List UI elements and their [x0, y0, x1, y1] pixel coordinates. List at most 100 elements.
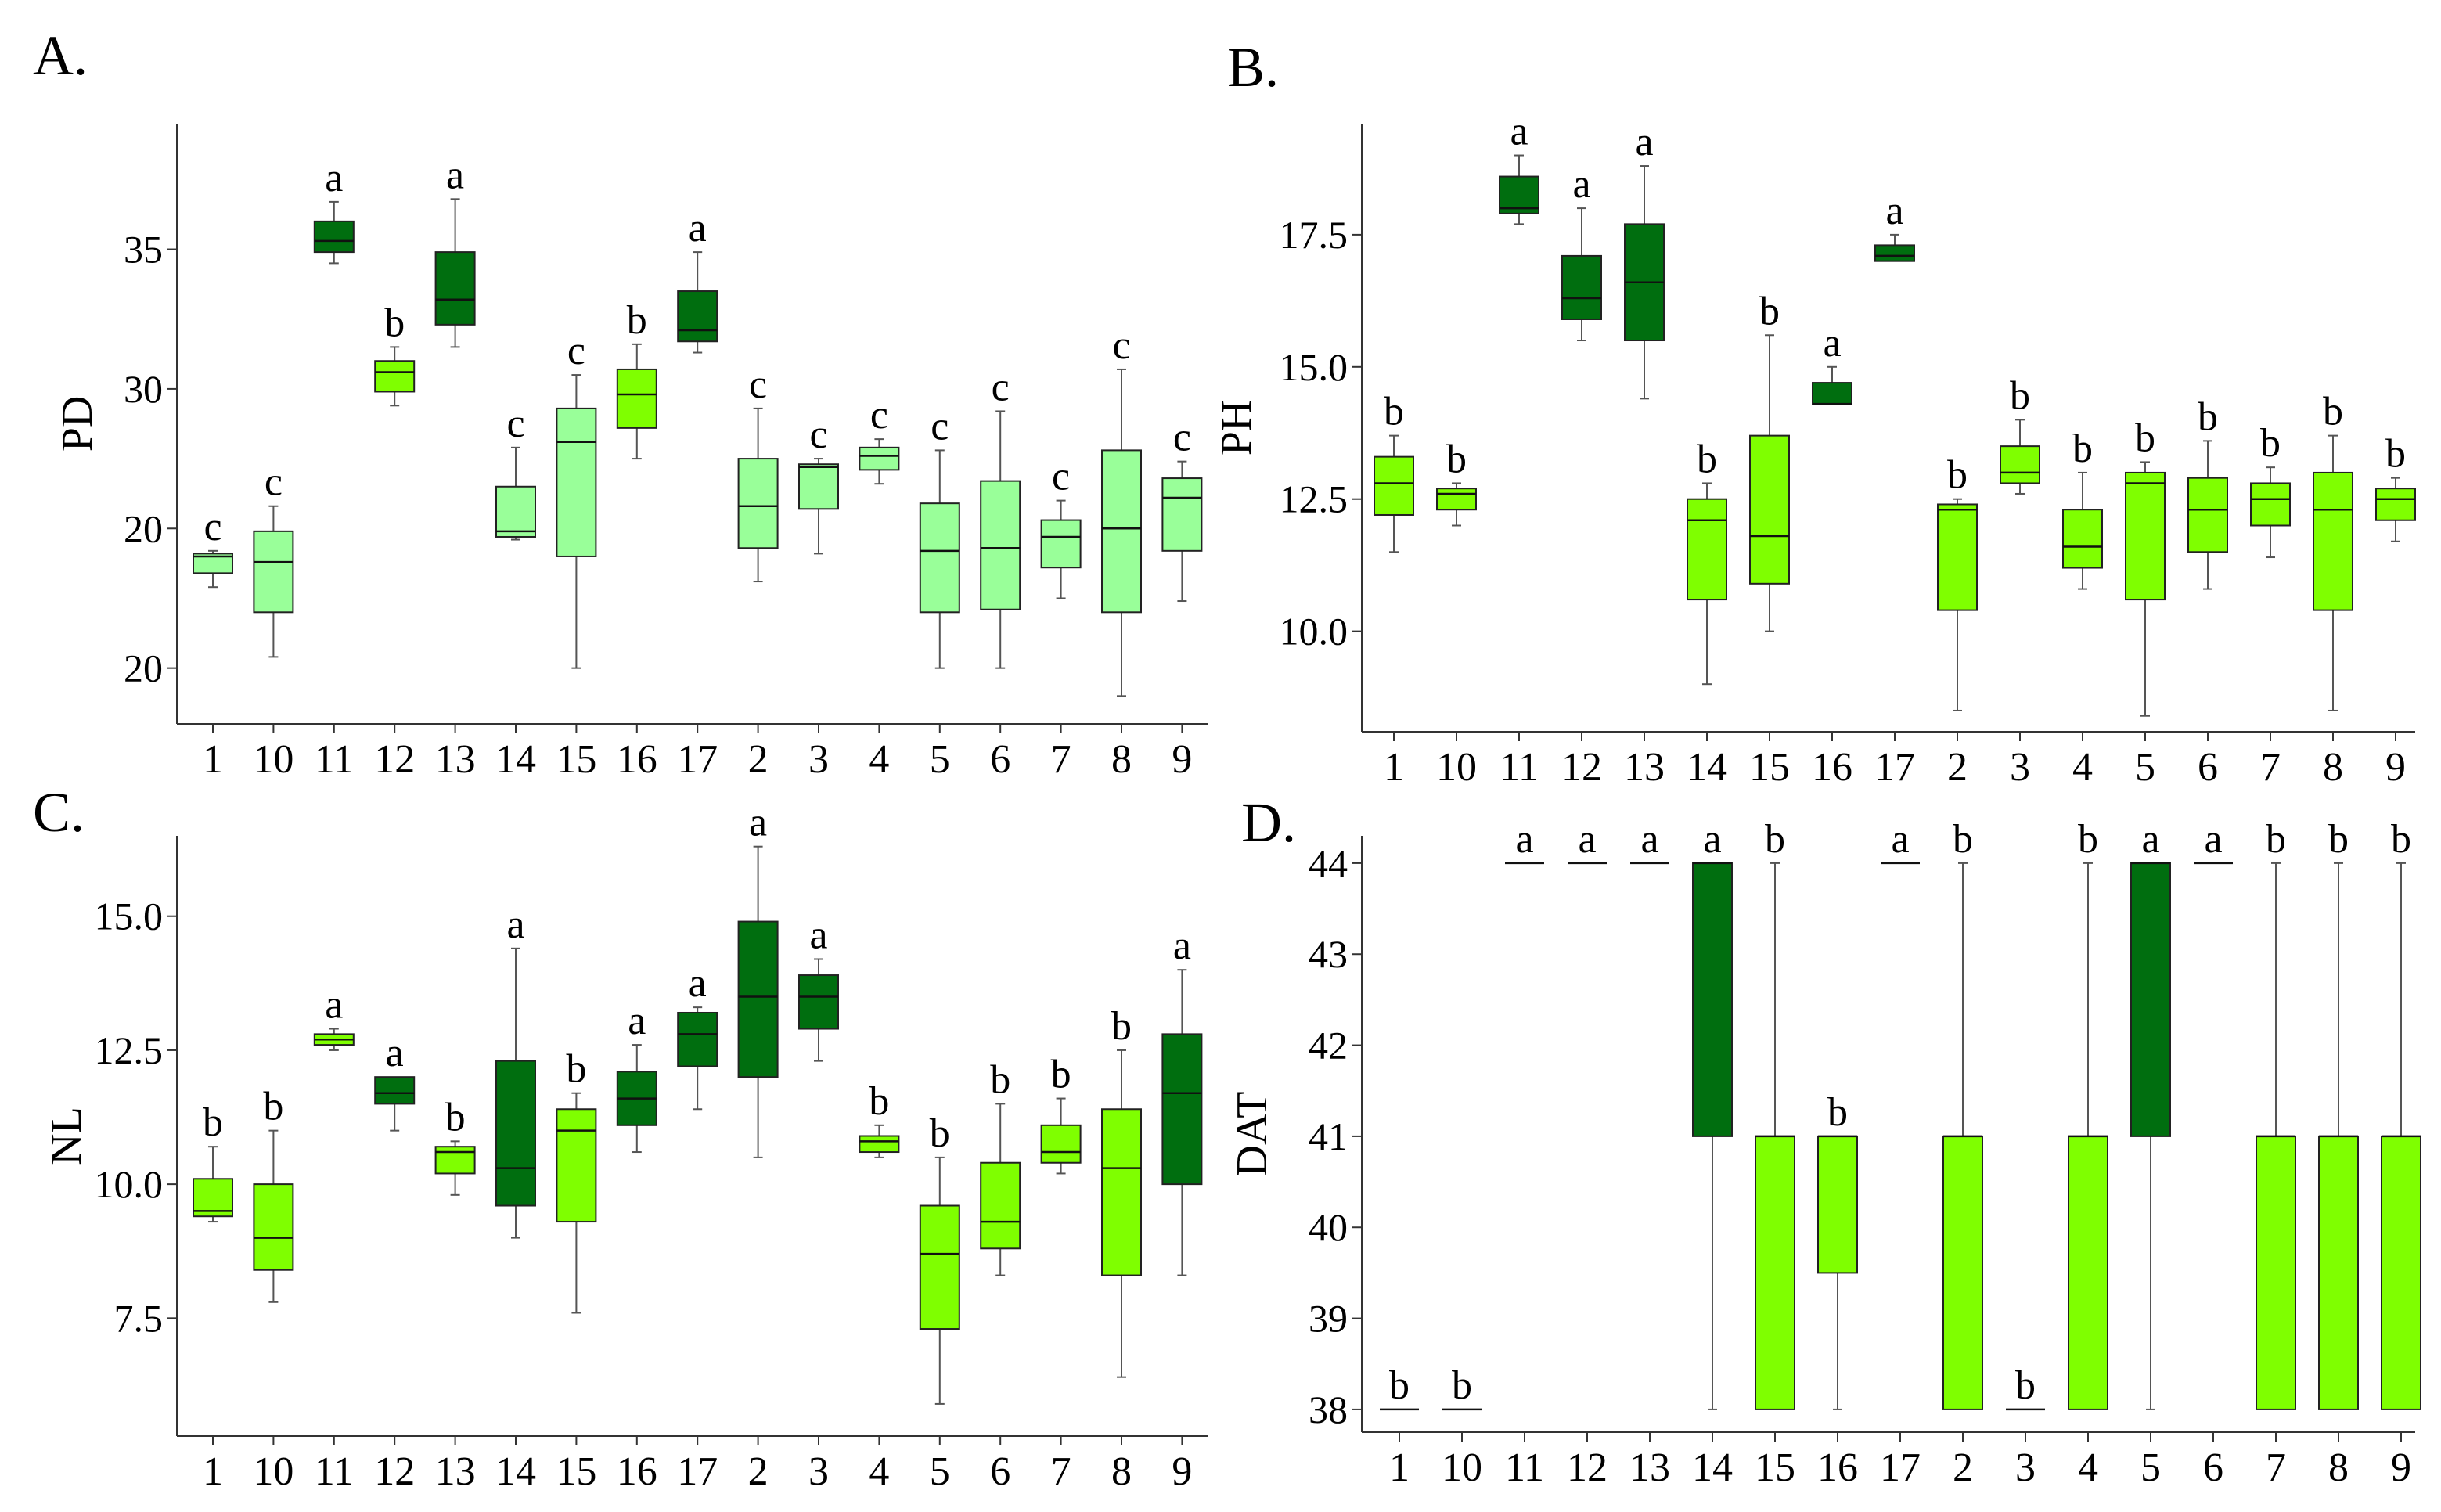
- significance-letter: a: [1578, 817, 1596, 862]
- box-iqr: [1374, 455, 1414, 516]
- box-group-17: 17 a: [677, 206, 718, 782]
- x-tick-label: 17: [677, 1449, 718, 1494]
- box-iqr: [2068, 1135, 2108, 1410]
- significance-letter: b: [2323, 390, 2343, 434]
- significance-letter: b: [1446, 437, 1467, 481]
- x-tick-label: 11: [1500, 745, 1539, 790]
- x-tick-label: 6: [2198, 745, 2218, 790]
- box-group-4: 4b: [859, 1079, 900, 1494]
- x-tick-label: 17: [677, 737, 718, 782]
- box-group-13: 13 b: [434, 1095, 476, 1494]
- y-tick-label: 12.5: [1280, 477, 1348, 521]
- x-tick-label: 3: [2015, 1445, 2036, 1490]
- y-axis-label: NL: [42, 1107, 91, 1165]
- x-tick-label: 14: [1692, 1445, 1733, 1490]
- y-tick-label: 35: [124, 228, 163, 272]
- x-tick-label: 13: [435, 1449, 476, 1494]
- box-iqr: [677, 290, 718, 343]
- box-iqr: [1749, 434, 1790, 585]
- significance-letter: b: [445, 1095, 466, 1139]
- box-group-10: 10 b: [1436, 437, 1477, 790]
- y-tick-label: 12.5: [95, 1028, 164, 1072]
- panel-c-nl: C. NL7.510.012.515.01b10b11a12a13b14a15b…: [33, 781, 1208, 1494]
- box-group-17: 17 a: [1874, 189, 1915, 790]
- significance-letter: b: [990, 1057, 1010, 1102]
- panel-label: D.: [1241, 791, 1296, 854]
- box-iqr: [313, 220, 355, 254]
- box-group-8: 8b: [2313, 390, 2353, 790]
- significance-letter: b: [1947, 453, 1968, 498]
- x-tick-label: 8: [1111, 1449, 1132, 1494]
- box-iqr: [737, 458, 779, 549]
- significance-letter: b: [2385, 432, 2406, 477]
- box-group-13: 13 a: [1629, 817, 1670, 1490]
- box-group-4: 4b: [2068, 817, 2108, 1490]
- box-group-1: 1b: [1380, 1363, 1419, 1490]
- significance-letter: b: [384, 301, 405, 345]
- box-iqr: [1040, 1124, 1082, 1164]
- y-tick-label: 10.0: [1280, 610, 1348, 653]
- box-group-10: 10 b: [253, 1085, 294, 1494]
- box-group-8: 8c: [1101, 323, 1142, 782]
- x-tick-label: 4: [2078, 1445, 2098, 1490]
- significance-letter: a: [506, 902, 524, 947]
- box-group-5: 5a: [2130, 817, 2171, 1490]
- box-iqr: [495, 1060, 536, 1207]
- x-tick-label: 9: [2391, 1445, 2411, 1490]
- y-tick-label: 42: [1309, 1024, 1348, 1067]
- box-iqr: [1812, 382, 1852, 405]
- box-group-14: 14 a: [1692, 817, 1733, 1490]
- y-tick-label: 15.0: [95, 895, 164, 938]
- y-tick-label: 41: [1309, 1114, 1348, 1158]
- box-group-15: 15 b: [1749, 289, 1790, 790]
- significance-letter: a: [1173, 923, 1191, 968]
- box-iqr: [253, 530, 294, 614]
- box-group-14: 14 a: [495, 902, 536, 1494]
- y-tick-label: 40: [1309, 1205, 1348, 1249]
- box-group-12: 12 a: [1561, 162, 1602, 790]
- x-tick-label: 4: [2072, 745, 2093, 790]
- x-tick-label: 2: [748, 737, 769, 782]
- box-group-13: 13 a: [434, 153, 476, 782]
- box-iqr: [1692, 862, 1733, 1137]
- x-tick-label: 4: [869, 737, 889, 782]
- box-group-15: 15 b: [556, 1047, 597, 1494]
- box-group-16: 16 b: [616, 298, 657, 782]
- significance-letter: b: [203, 1100, 223, 1145]
- significance-letter: a: [2204, 817, 2222, 862]
- significance-letter: a: [1515, 817, 1533, 862]
- box-iqr: [2250, 482, 2291, 527]
- significance-letter: b: [1827, 1090, 1848, 1135]
- y-axis-label: DAT: [1228, 1092, 1276, 1177]
- significance-letter: b: [2010, 373, 2030, 418]
- significance-letter: c: [567, 329, 585, 373]
- significance-letter: b: [566, 1047, 586, 1092]
- x-tick-label: 8: [2323, 745, 2343, 790]
- significance-letter: b: [930, 1111, 950, 1156]
- box-group-2: 2b: [1937, 453, 1978, 790]
- box-iqr: [374, 360, 416, 393]
- box-iqr: [2256, 1135, 2296, 1410]
- box-iqr: [1436, 488, 1477, 511]
- x-tick-label: 5: [2135, 745, 2155, 790]
- box-iqr: [1755, 1135, 1795, 1410]
- box-iqr: [1040, 519, 1082, 569]
- box-group-12: 12 a: [374, 1031, 416, 1494]
- x-tick-label: 8: [2328, 1445, 2349, 1490]
- box-iqr: [2318, 1135, 2359, 1410]
- box-iqr: [980, 480, 1021, 610]
- significance-letter: a: [325, 983, 343, 1028]
- box-iqr: [1561, 254, 1602, 320]
- panel-a-pd: A. PD202030351c10c11a12b13a14c15c16b17a2…: [33, 24, 1208, 782]
- x-tick-label: 5: [930, 1449, 950, 1494]
- significance-letter: c: [203, 505, 221, 549]
- box-iqr: [798, 974, 839, 1030]
- box-group-15: 15 b: [1755, 817, 1795, 1490]
- y-tick-label: 10.0: [95, 1162, 164, 1206]
- box-iqr: [434, 251, 476, 326]
- significance-letter: c: [506, 401, 524, 446]
- box-iqr: [2130, 862, 2171, 1137]
- x-tick-label: 9: [2385, 745, 2406, 790]
- x-tick-label: 11: [315, 737, 354, 782]
